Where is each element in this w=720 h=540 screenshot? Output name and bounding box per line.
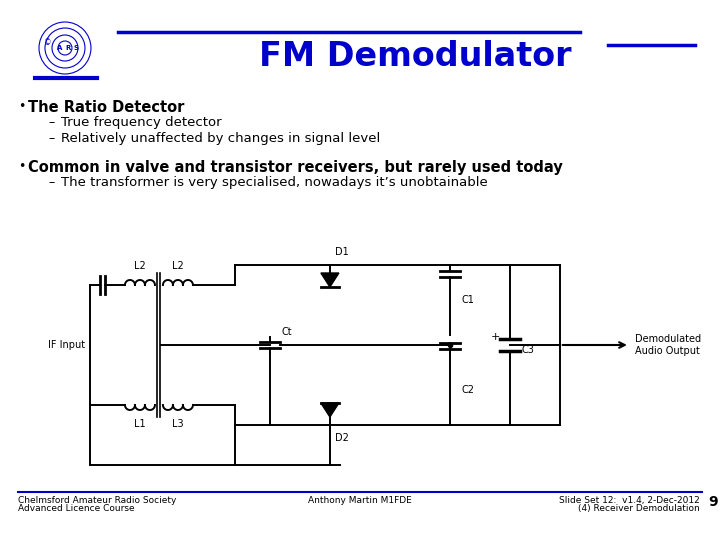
- Text: L1: L1: [134, 419, 145, 429]
- Text: True frequency detector: True frequency detector: [61, 116, 222, 129]
- Text: L3: L3: [172, 419, 184, 429]
- Text: Ct: Ct: [282, 327, 292, 337]
- Text: D2: D2: [335, 433, 348, 443]
- Text: Advanced Licence Course: Advanced Licence Course: [18, 504, 135, 513]
- Text: IF Input: IF Input: [48, 340, 85, 350]
- Polygon shape: [321, 403, 339, 417]
- Text: L2: L2: [172, 261, 184, 271]
- Text: Anthony Martin M1FDE: Anthony Martin M1FDE: [308, 496, 412, 505]
- Text: FM Demodulator: FM Demodulator: [258, 40, 571, 73]
- Text: L2: L2: [134, 261, 146, 271]
- Text: (4) Receiver Demodulation: (4) Receiver Demodulation: [578, 504, 700, 513]
- Polygon shape: [321, 273, 339, 287]
- Text: 9: 9: [708, 495, 718, 509]
- Text: C1: C1: [462, 295, 474, 305]
- Text: Slide Set 12:  v1.4, 2-Dec-2012: Slide Set 12: v1.4, 2-Dec-2012: [559, 496, 700, 505]
- Text: S: S: [73, 45, 78, 51]
- Text: •: •: [18, 160, 25, 173]
- Text: •: •: [18, 100, 25, 113]
- Text: –: –: [48, 132, 54, 145]
- Text: –: –: [48, 176, 54, 189]
- Text: Demodulated
Audio Output: Demodulated Audio Output: [635, 334, 701, 356]
- Text: –: –: [48, 116, 54, 129]
- Text: Chelmsford Amateur Radio Society: Chelmsford Amateur Radio Society: [18, 496, 176, 505]
- Text: The transformer is very specialised, nowadays it’s unobtainable: The transformer is very specialised, now…: [61, 176, 487, 189]
- Text: A: A: [58, 45, 63, 51]
- Text: C3: C3: [522, 345, 535, 355]
- Text: C2: C2: [462, 385, 474, 395]
- Text: ©: ©: [44, 38, 52, 48]
- Text: D1: D1: [335, 247, 348, 257]
- Text: The Ratio Detector: The Ratio Detector: [28, 100, 184, 115]
- Text: Relatively unaffected by changes in signal level: Relatively unaffected by changes in sign…: [61, 132, 380, 145]
- Text: +: +: [491, 332, 500, 342]
- Text: Common in valve and transistor receivers, but rarely used today: Common in valve and transistor receivers…: [28, 160, 563, 175]
- Text: R: R: [66, 45, 71, 51]
